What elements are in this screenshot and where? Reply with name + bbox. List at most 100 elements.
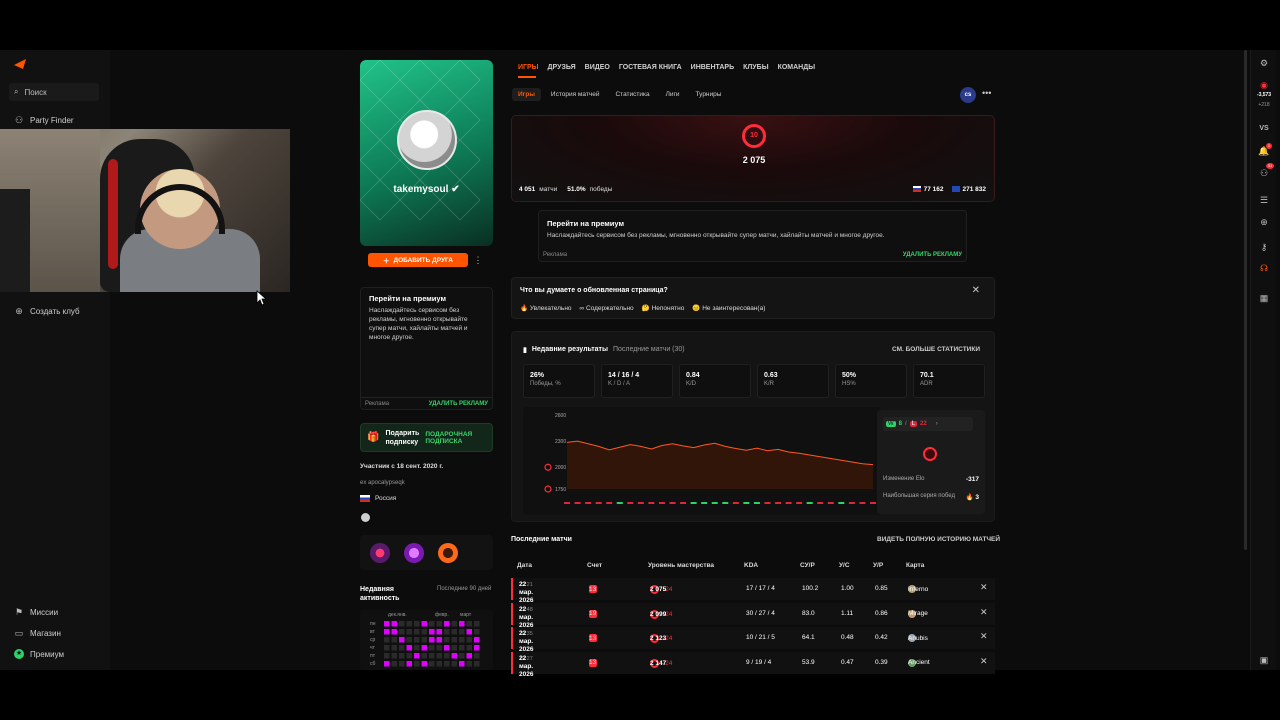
add-user-icon: ＋ [382,258,390,265]
remove-ads-link[interactable]: УДАЛИТЬ РЕКЛАМУ [902,252,962,258]
badge-icon[interactable] [404,542,424,563]
tab-2[interactable]: ВИДЕО [584,64,610,71]
sidebar-item-party-finder[interactable]: ⚇ Party Finder [14,115,74,125]
add-icon[interactable]: ⊕ [1260,217,1268,227]
sidebar-item-premium[interactable]: ★ Премиум [14,649,64,659]
full-history-link[interactable]: ВИДЕТЬ ПОЛНУЮ ИСТОРИЮ МАТЧЕЙ [877,536,1001,543]
match-map: Inferno [908,585,929,593]
elo-change-label: Изменение Elo [883,476,925,482]
stat-label: HS% [842,381,856,387]
heatmap-cell [459,645,465,651]
close-icon[interactable]: ✕ [980,606,988,617]
tab-3[interactable]: ГОСТЕВАЯ КНИГА [618,64,682,71]
heatmap-cell [444,661,450,667]
heatmap-cell [414,661,420,667]
country-rank[interactable]: 77 162 [912,186,944,193]
ad-label: Реклама [365,400,390,407]
party-icon[interactable]: ☰ [1259,195,1269,205]
recent-results-card: ▮ Недавние результаты Последние матчи (3… [511,331,995,522]
more-horiz-icon[interactable]: ••• [982,88,992,98]
column-header[interactable]: Счет [587,562,603,569]
heatmap-cell [451,629,457,635]
loss-icon [589,634,597,642]
more-stats-link[interactable]: СМ. БОЛЬШЕ СТАТИСТИКИ [891,346,980,353]
tab-6[interactable]: КОМАНДЫ [777,64,816,71]
add-friend-button[interactable]: ＋ ДОБАВИТЬ ДРУГА [368,253,468,267]
heatmap-cell [399,637,405,643]
feedback-option[interactable]: 😐 Не заинтересован(а) [692,305,766,312]
heatmap-cell [399,653,405,659]
subtab-4[interactable]: Турниры [695,91,722,98]
stat-value: 26% [530,372,545,379]
tab-1[interactable]: ДРУЗЬЯ [547,64,576,71]
squad-icon[interactable]: ▦ [1259,293,1269,303]
sidebar-item-create-club[interactable]: ⊕ Создать клуб [14,306,79,316]
versus-button[interactable]: VS [1259,125,1269,132]
feedback-option[interactable]: 🔥 Увлекательно [520,305,572,312]
match-adr: 100.2 [802,585,819,592]
remove-ads-link[interactable]: УДАЛИТЬ РЕКЛАМУ [428,400,488,407]
column-header[interactable]: Карта [906,562,925,569]
column-header[interactable]: СУ/Р [800,562,815,569]
skill-level-icon [650,658,659,668]
column-header[interactable]: Уровень мастерства [648,562,715,569]
headset-icon[interactable]: ☊ [1260,263,1268,273]
region-rank[interactable]: 271 832 [951,186,986,193]
column-header[interactable]: У/С [839,562,850,569]
heatmap-cell [406,621,412,627]
close-icon[interactable]: ✕ [980,655,988,666]
tab-4[interactable]: ИНВЕНТАРЬ [690,64,735,71]
badge-icon[interactable] [370,542,390,563]
map-icon [908,634,916,642]
sidebar-item-label: Премиум [30,649,65,659]
sidebar-item-missions[interactable]: ⚑ Миссии [14,607,58,617]
column-header[interactable]: Дата [517,562,533,569]
heatmap-cell [391,637,397,643]
match-result-mark [616,502,623,504]
sidebar-item-shop[interactable]: ▭ Магазин [14,628,61,638]
wins-count: 8 [898,421,903,427]
table-row[interactable]: 22 мар. 2026 20:35 11:13 2 123 -24 10 / 21… [511,627,995,653]
avatar[interactable] [397,110,457,170]
bell-icon[interactable]: 🔔 [1258,146,1270,156]
search-input[interactable]: ⌕ Поиск [9,83,99,101]
gift-subscription[interactable]: 🎁 Подарить подписку ПОДАРОЧНАЯ ПОДПИСКА [360,423,493,452]
close-icon[interactable]: ✕ [980,631,988,641]
feedback-option[interactable]: ∞ Содержательно [579,304,634,312]
column-header[interactable]: У/Р [873,562,884,569]
y-tick-label: 2600 [555,413,566,419]
more-vert-icon[interactable]: ⋮ [473,255,483,265]
heatmap-cell [384,629,390,635]
table-row[interactable]: 22 мар. 2026 19:27 10:13 2 147 -24 9 / 19 … [511,651,995,678]
column-header[interactable]: KDA [744,562,759,569]
table-row[interactable]: 22 мар. 2026 22:21 7:13 2 075 -24 17 / 17 … [511,578,995,604]
table-row[interactable]: 22 мар. 2026 21:48 10:19 2 099 -24 30 / 27… [511,602,995,629]
feedback-option[interactable]: 🤔 Непонятно [641,305,685,312]
cs-game-badge[interactable]: cs [960,87,976,103]
tab-5[interactable]: КЛУБЫ [743,64,769,71]
match-map: Anubis [908,634,928,642]
badge-icon[interactable] [438,542,458,563]
faceit-logo-icon[interactable] [14,59,26,69]
scrollbar[interactable] [1244,50,1247,550]
heatmap-cell [436,637,442,643]
elo-level-icon[interactable]: ◉ [1260,80,1268,90]
chevron-right-icon[interactable]: › [935,421,938,427]
add-friend-label: ДОБАВИТЬ ДРУГА [393,256,453,264]
subtab-0[interactable]: Игры [512,88,541,101]
subtab-2[interactable]: Статистика [615,91,650,98]
elo-card: 10 2 075 4 051 матчи 51.0% победы 77 162 2… [511,115,995,202]
close-icon[interactable]: ✕ [971,285,980,296]
close-icon[interactable]: ✕ [980,582,988,592]
gift-action[interactable]: ПОДАРОЧНАЯ ПОДПИСКА [425,430,473,445]
subtab-3[interactable]: Лиги [665,91,680,98]
tab-0[interactable]: ИГРЫ [518,64,539,71]
friends-icon[interactable]: ⚇ [1259,168,1269,178]
faceit-icon[interactable]: ⚙ [1259,58,1269,68]
losses-count: 22 [920,421,927,427]
key-icon[interactable]: ⚷ [1260,242,1268,252]
match-date: 22 мар. 2026 22:21 [519,581,534,604]
steam-icon[interactable] [361,513,370,522]
subtab-1[interactable]: История матчей [550,91,600,98]
support-icon[interactable]: ▣ [1259,655,1269,665]
